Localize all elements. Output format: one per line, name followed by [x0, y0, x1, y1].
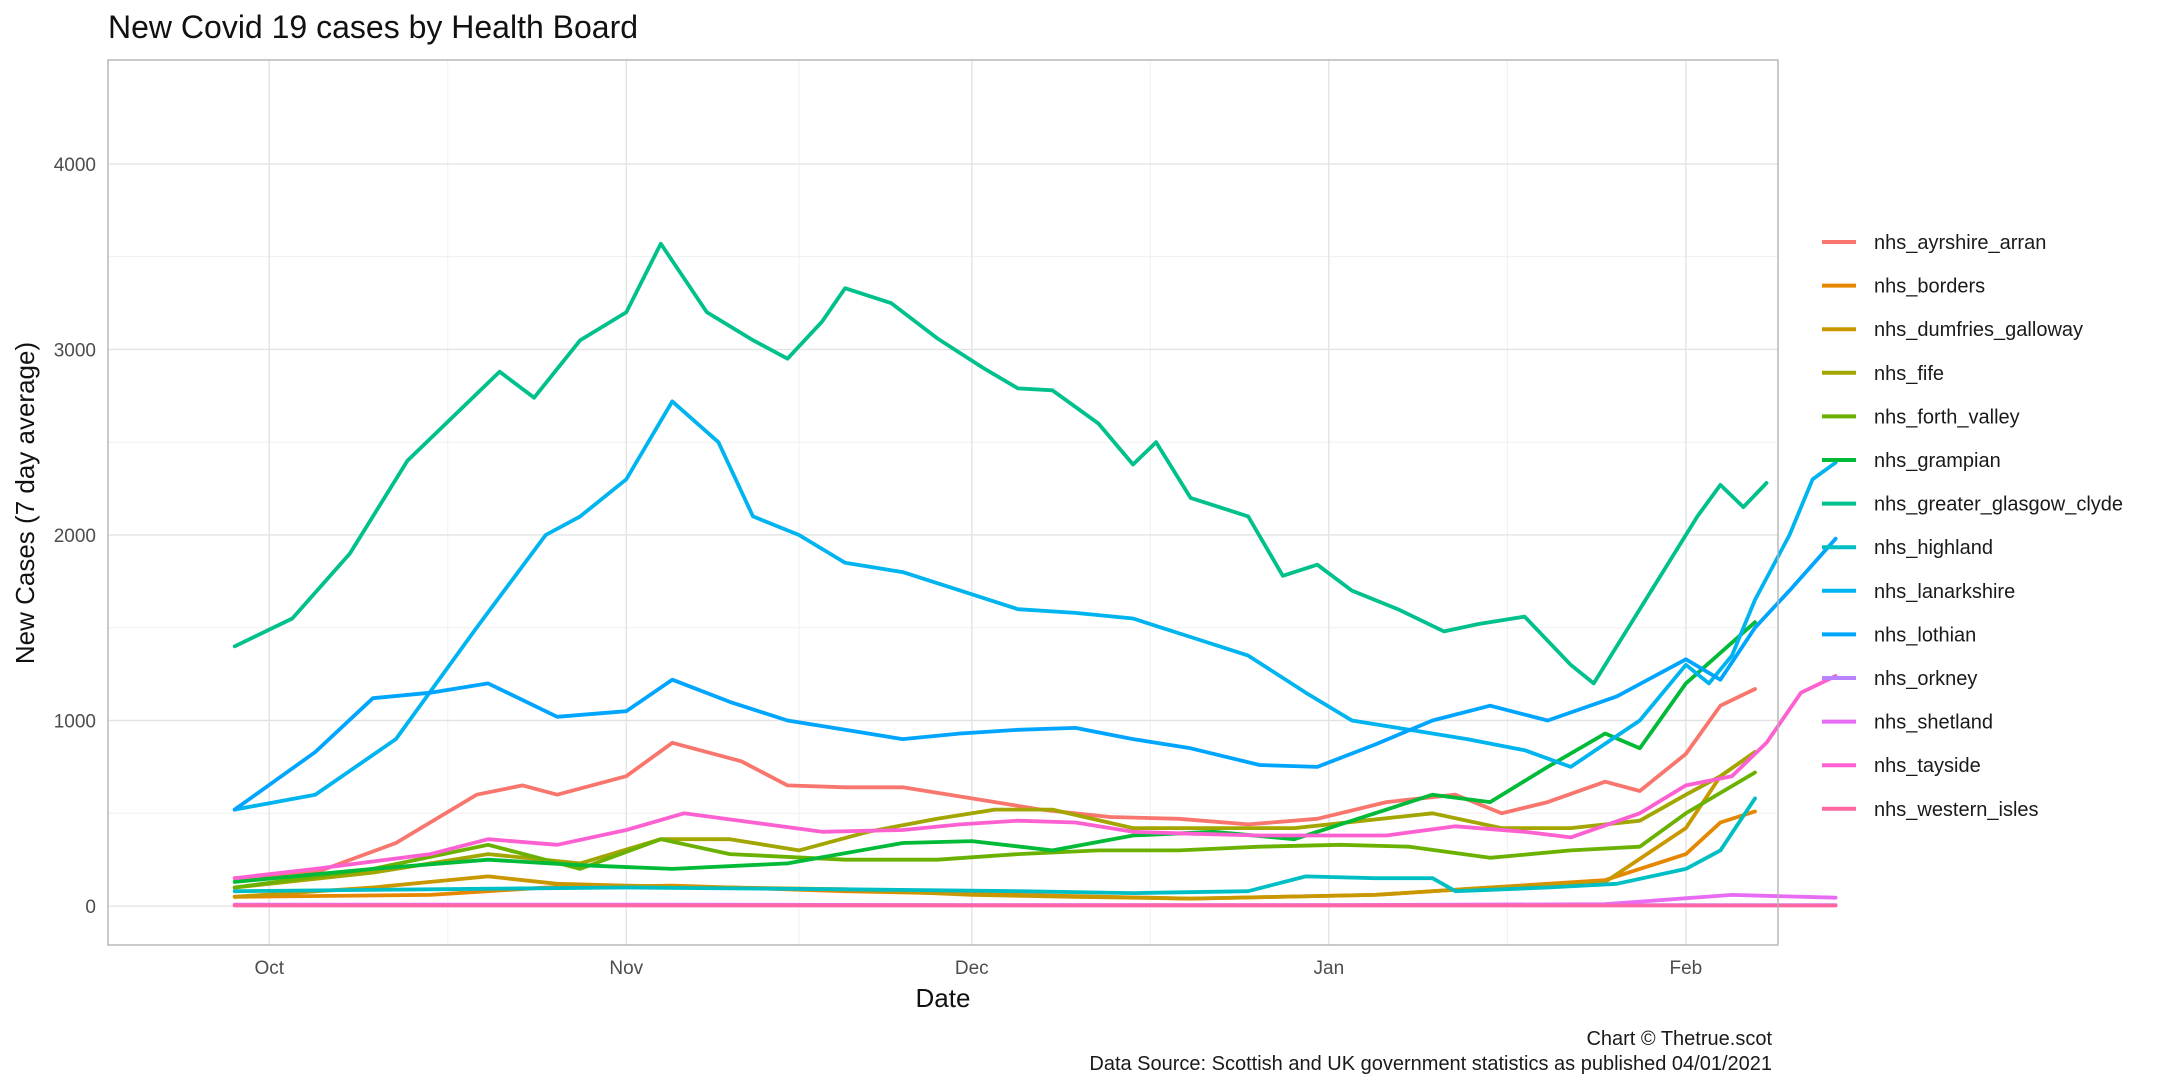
y-tick-label: 2000 [54, 526, 96, 547]
legend-label-nhs_borders: nhs_borders [1874, 276, 1985, 298]
x-tick-label: Oct [254, 958, 284, 979]
legend-label-nhs_western_isles: nhs_western_isles [1874, 799, 2039, 821]
gridlines [108, 60, 1778, 945]
legend-label-nhs_tayside: nhs_tayside [1874, 755, 1981, 777]
plot-panel [107, 59, 1779, 946]
x-tick-label: Dec [955, 958, 989, 979]
x-axis-title: Date [916, 983, 971, 1013]
series-line-nhs_lothian [232, 536, 1838, 812]
legend-label-nhs_lothian: nhs_lothian [1874, 624, 1976, 646]
legend-label-nhs_forth_valley: nhs_forth_valley [1874, 406, 2020, 428]
y-tick-label: 4000 [54, 155, 96, 176]
series-line-nhs_tayside [232, 674, 1838, 881]
legend-label-nhs_highland: nhs_highland [1874, 537, 1993, 559]
legend-label-nhs_dumfries_galloway: nhs_dumfries_galloway [1874, 319, 2083, 341]
legend-label-nhs_orkney: nhs_orkney [1874, 668, 1977, 690]
series-line-nhs_dumfries_galloway [232, 750, 1757, 901]
chart-title: New Covid 19 cases by Health Board [108, 9, 638, 45]
x-tick-label: Jan [1314, 958, 1345, 979]
legend-label-nhs_shetland: nhs_shetland [1874, 712, 1993, 734]
legend-label-nhs_fife: nhs_fife [1874, 363, 1944, 385]
caption-credit: Chart © Thetrue.scot [1586, 1028, 1772, 1050]
series-line-nhs_forth_valley [232, 770, 1757, 890]
caption-source: Data Source: Scottish and UK government … [1089, 1053, 1772, 1075]
x-tick-label: Feb [1669, 958, 1702, 979]
series-line-nhs_highland [232, 796, 1757, 895]
series-line-nhs_lanarkshire [232, 399, 1838, 812]
y-axis-ticks: 0 1000 2000 3000 4000 [54, 155, 96, 918]
legend-label-nhs_greater_glasgow_clyde: nhs_greater_glasgow_clyde [1874, 494, 2123, 516]
x-tick-label: Nov [609, 958, 643, 979]
series-line-nhs_greater_glasgow_clyde [232, 241, 1769, 686]
y-tick-label: 0 [85, 897, 96, 918]
legend-label-nhs_lanarkshire: nhs_lanarkshire [1874, 581, 2015, 603]
y-tick-label: 1000 [54, 712, 96, 733]
legend-label-nhs_ayrshire_arran: nhs_ayrshire_arran [1874, 232, 2046, 254]
y-axis-title: New Cases (7 day average) [10, 342, 40, 664]
series-lines [232, 241, 1838, 908]
y-tick-label: 3000 [54, 340, 96, 361]
legend-label-nhs_grampian: nhs_grampian [1874, 450, 2001, 472]
x-axis-ticks: Oct Nov Dec Jan Feb [254, 958, 1702, 979]
series-line-nhs_fife [232, 750, 1757, 890]
legend: nhs_ayrshire_arran nhs_borders nhs_dumfrie… [1822, 232, 2123, 821]
